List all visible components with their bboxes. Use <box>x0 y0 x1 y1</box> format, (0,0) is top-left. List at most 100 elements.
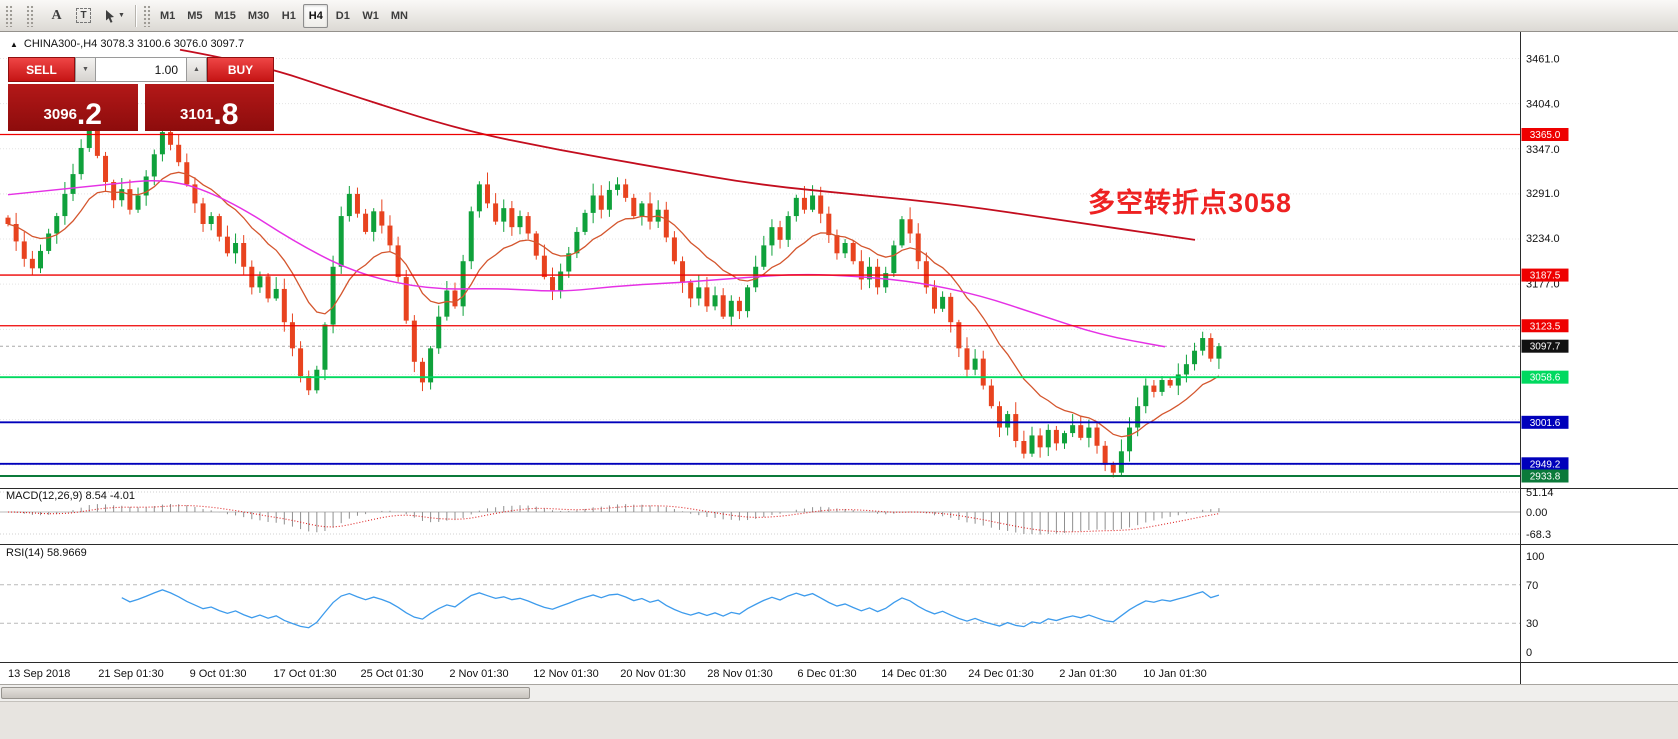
toolbar-separator <box>134 4 136 27</box>
time-axis-label: 24 Dec 01:30 <box>968 668 1033 680</box>
chevron-down-icon: ▼ <box>118 12 125 19</box>
price-tick-label: 3234.0 <box>1526 233 1560 245</box>
toolbar-drag-handle[interactable] <box>5 4 13 27</box>
sell-price-pips: .2 <box>76 97 102 131</box>
time-axis-label: 10 Jan 01:30 <box>1143 668 1207 680</box>
ma-fast-line <box>7 171 1220 438</box>
time-axis-label: 6 Dec 01:30 <box>797 668 856 680</box>
buy-price-main: 3101 <box>180 106 214 123</box>
macd-signal-line <box>7 505 1220 533</box>
macd-axis-label: 51.14 <box>1526 487 1554 499</box>
price-flag-2933.8 <box>1521 469 1569 483</box>
timeframe-h1[interactable]: H1 <box>276 4 301 28</box>
rsi-axis-label: 70 <box>1526 580 1538 592</box>
svg-text:3001.6: 3001.6 <box>1530 418 1561 429</box>
moving-averages-layer <box>7 48 1220 438</box>
horizontal-scrollbar[interactable] <box>0 684 1678 701</box>
dots-grid-icon <box>25 4 34 27</box>
timeframe-h4[interactable]: H4 <box>303 3 329 28</box>
timeframe-m1[interactable]: M1 <box>155 4 180 28</box>
rsi-axis-label: 100 <box>1526 551 1544 563</box>
chart-header: ▲ CHINA300-,H4 3078.3 3100.6 3076.0 3097… <box>10 38 244 50</box>
timeframe-d1[interactable]: D1 <box>330 4 355 28</box>
svg-text:2949.2: 2949.2 <box>1530 459 1561 470</box>
buy-price-pips: .8 <box>213 97 239 131</box>
timeframe-drag-handle[interactable] <box>142 4 151 27</box>
time-axis-label: 20 Nov 01:30 <box>620 668 685 680</box>
time-axis-label: 17 Oct 01:30 <box>274 668 337 680</box>
buy-button[interactable]: BUY <box>207 57 274 82</box>
hlines-layer <box>0 133 1520 477</box>
timeframe-m5[interactable]: M5 <box>182 4 207 28</box>
label-tool-icon: T <box>76 8 91 23</box>
one-click-trading-panel: SELL ▼ ▲ BUY 3096.2 3101.8 <box>8 57 274 131</box>
symbol-ohlc-text: CHINA300-,H4 3078.3 3100.6 3076.0 3097.7 <box>23 38 245 50</box>
rsi-axis-label: 30 <box>1526 618 1538 630</box>
rsi-axis-label: 0 <box>1526 647 1532 659</box>
price-flag-3365.0 <box>1521 127 1569 141</box>
svg-text:3187.5: 3187.5 <box>1530 271 1561 282</box>
chevron-down-icon: ▼ <box>82 66 89 73</box>
volume-dropdown-button[interactable]: ▼ <box>75 57 96 82</box>
price-flag-3123.5 <box>1521 319 1569 333</box>
timeframe-mn[interactable]: MN <box>386 4 413 28</box>
rsi-indicator-label: RSI(14) 58.9669 <box>6 547 87 559</box>
time-axis-layer: 13 Sep 2018 21 Sep 01:30 9 Oct 01:30 17 Oct… <box>8 668 1207 680</box>
chart-window: 3461.0 3404.0 3347.0 3291.0 3234.0 3177.0 3365… <box>0 32 1678 684</box>
scrollbar-thumb[interactable] <box>1 687 530 699</box>
volume-input[interactable] <box>96 57 186 82</box>
main-toolbar: A T ▼ M1 M5 M15 M30 H1 H4 D1 W1 MN <box>0 0 1678 32</box>
timeframe-m15[interactable]: M15 <box>210 4 241 28</box>
sell-price-main: 3096 <box>43 106 77 123</box>
price-tick-label: 3347.0 <box>1526 144 1560 156</box>
svg-text:3097.7: 3097.7 <box>1530 342 1561 353</box>
rsi-line <box>121 589 1220 629</box>
time-axis-label: 25 Oct 01:30 <box>361 668 424 680</box>
timeframe-toolbar: M1 M5 M15 M30 H1 H4 D1 W1 MN <box>154 3 414 28</box>
timeframe-w1[interactable]: W1 <box>357 4 384 28</box>
text-tool-button[interactable]: A <box>44 4 69 28</box>
crosshair-tool-button[interactable] <box>17 4 42 28</box>
sell-button[interactable]: SELL <box>8 57 75 82</box>
grid-layer <box>0 57 1520 466</box>
text-label-tool-button[interactable]: T <box>71 4 96 28</box>
buy-price-display[interactable]: 3101.8 <box>144 84 274 131</box>
macd-indicator-label: MACD(12,26,9) 8.54 -4.01 <box>6 490 136 502</box>
trade-panel-toggle-icon[interactable]: ▲ <box>10 39 18 49</box>
time-axis-label: 2 Nov 01:30 <box>449 668 508 680</box>
svg-text:2933.8: 2933.8 <box>1530 472 1561 483</box>
price-axis-layer: 3461.03404.03347.03291.03234.03177.03365… <box>1521 53 1569 659</box>
timeframe-m30[interactable]: M30 <box>243 4 274 28</box>
time-axis-label: 2 Jan 01:30 <box>1059 668 1117 680</box>
svg-text:3123.5: 3123.5 <box>1530 321 1561 332</box>
time-axis-label: 28 Nov 01:30 <box>707 668 772 680</box>
sell-price-display[interactable]: 3096.2 <box>8 84 138 131</box>
arrows-tool-button[interactable]: ▼ <box>98 4 130 28</box>
ma-slow-line <box>179 48 1196 241</box>
time-axis-label: 21 Sep 01:30 <box>98 668 163 680</box>
price-flag-2949.2 <box>1521 457 1569 471</box>
price-flag-3187.5 <box>1521 268 1569 282</box>
window-footer <box>0 701 1678 739</box>
macd-axis-label: 0.00 <box>1526 507 1547 519</box>
time-axis-label: 13 Sep 2018 <box>8 668 70 680</box>
chevron-up-icon: ▲ <box>193 66 200 73</box>
price-flag-3058.6 <box>1521 370 1569 384</box>
svg-text:3365.0: 3365.0 <box>1530 130 1561 141</box>
time-axis-label: 14 Dec 01:30 <box>881 668 946 680</box>
current-price-flag <box>1521 339 1569 353</box>
volume-increase-button[interactable]: ▲ <box>186 57 207 82</box>
ma-mid-line <box>7 180 1166 348</box>
rsi-panel-layer <box>0 584 1520 629</box>
price-chart-canvas[interactable]: 3461.03404.03347.03291.03234.03177.03365… <box>0 32 1678 684</box>
macd-axis-label: -68.3 <box>1526 529 1551 541</box>
time-axis-label: 12 Nov 01:30 <box>533 668 598 680</box>
cursor-arrow-icon <box>106 9 114 23</box>
price-tick-label: 3291.0 <box>1526 188 1560 200</box>
price-tick-label: 3404.0 <box>1526 99 1560 111</box>
trend-annotation: 多空转折点3058 <box>1088 188 1293 218</box>
price-tick-label: 3461.0 <box>1526 53 1560 65</box>
svg-text:3058.6: 3058.6 <box>1530 373 1561 384</box>
price-flag-3001.6 <box>1521 415 1569 429</box>
macd-panel-layer <box>0 491 1520 535</box>
